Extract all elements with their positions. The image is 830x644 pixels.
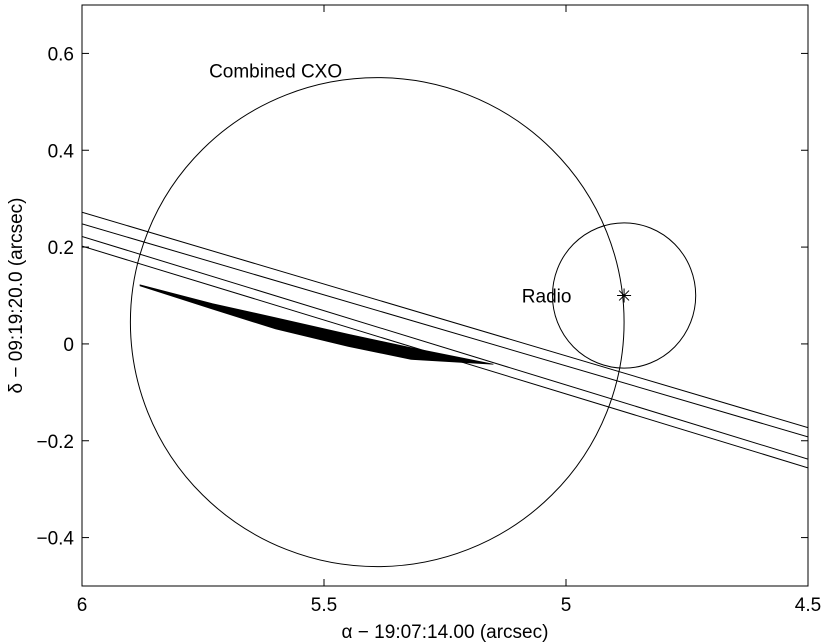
y-tick-label: 0 bbox=[63, 335, 74, 356]
constraint-line-1 bbox=[82, 211, 808, 429]
x-axis-label: α − 19:07:14.00 (arcsec) bbox=[342, 622, 549, 643]
x-tick-label: 6 bbox=[77, 595, 88, 616]
constraint-line-2 bbox=[82, 223, 808, 438]
tick-labels: 6 5.5 5 4.5 −0.4 −0.2 0 0.2 0.4 0.6 bbox=[36, 44, 821, 616]
overlap-band bbox=[139, 284, 494, 365]
y-tick-label: 0.2 bbox=[48, 238, 74, 259]
asterisk-stroke bbox=[618, 290, 630, 301]
radio-ellipse bbox=[551, 222, 697, 369]
axes-frame bbox=[81, 4, 809, 587]
y-tick-label: 0.6 bbox=[48, 44, 74, 65]
radio-annotation: Radio bbox=[522, 287, 572, 308]
y-tick-label: 0.4 bbox=[48, 141, 75, 162]
plot-area: Combined CXO Radio bbox=[82, 61, 808, 568]
x-tick-label: 5 bbox=[561, 595, 572, 616]
plot-frame bbox=[81, 4, 809, 587]
y-tick-label: −0.2 bbox=[36, 432, 74, 453]
x-tick-label: 4.5 bbox=[795, 595, 821, 616]
y-axis-label: δ − 09:19:20.0 (arcsec) bbox=[6, 198, 27, 394]
x-tick-label: 5.5 bbox=[311, 595, 337, 616]
combined-cxo-ellipse bbox=[129, 77, 625, 568]
y-tick-label: −0.4 bbox=[36, 529, 74, 550]
asterisk-marker bbox=[617, 288, 632, 303]
combined-cxo-annotation: Combined CXO bbox=[209, 61, 342, 82]
constraint-line-3 bbox=[82, 235, 808, 460]
constraint-line-4 bbox=[82, 245, 808, 469]
axis-ticks bbox=[81, 5, 809, 586]
